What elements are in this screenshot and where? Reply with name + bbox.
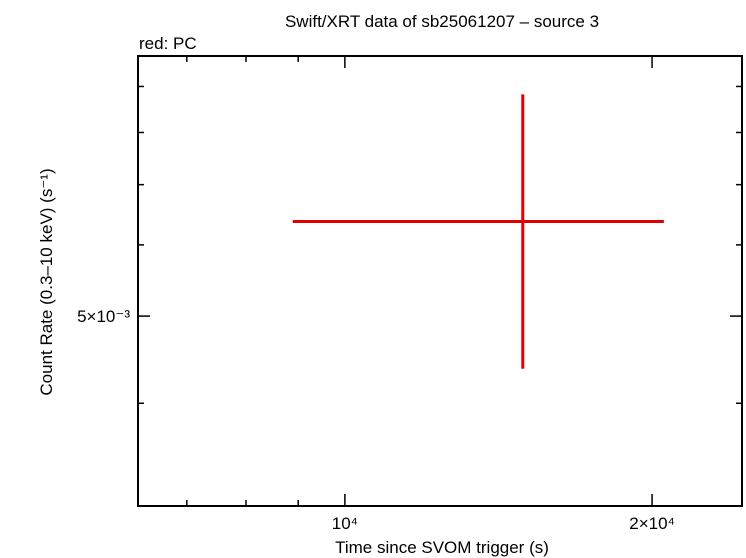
x-axis-label: Time since SVOM trigger (s) (335, 538, 549, 557)
chart-subtitle: red: PC (139, 34, 197, 53)
x-tick-label: 2×10⁴ (629, 514, 675, 533)
y-axis-label: Count Rate (0.3–10 keV) (s⁻¹) (37, 168, 56, 395)
plot-frame (137, 55, 743, 507)
x-tick-label: 10⁴ (332, 514, 358, 533)
y-tick-label: 5×10⁻³ (77, 307, 130, 326)
chart-title: Swift/XRT data of sb25061207 – source 3 (285, 12, 599, 31)
